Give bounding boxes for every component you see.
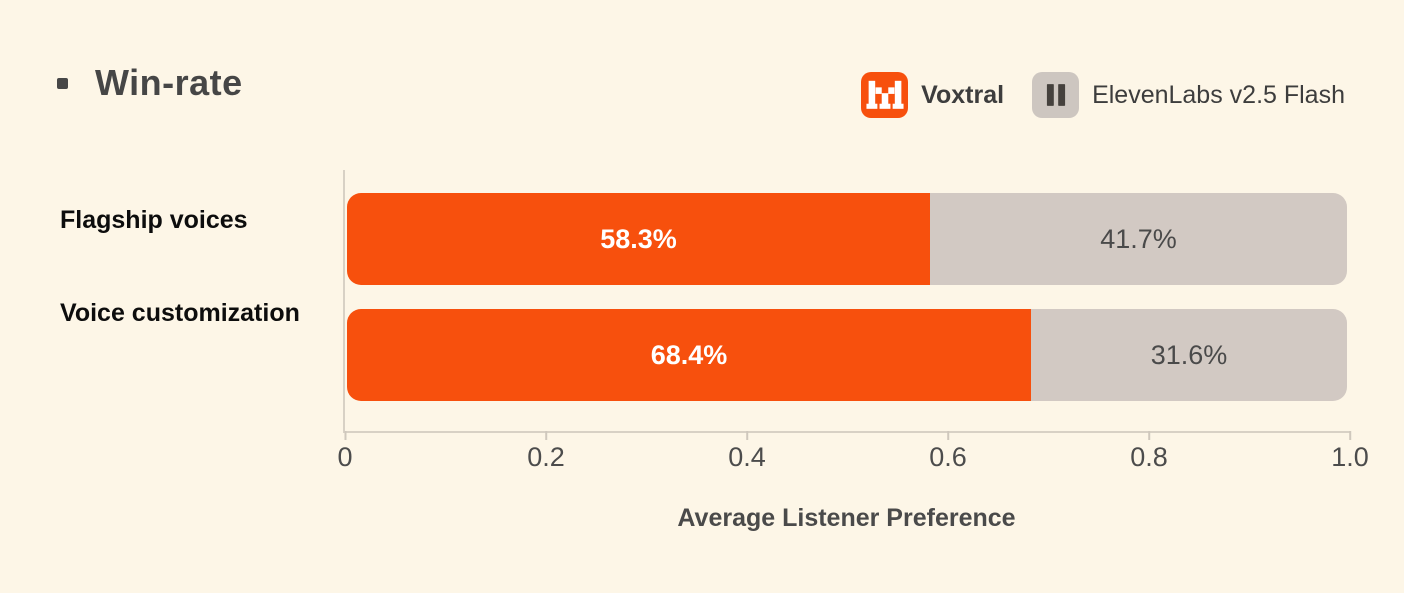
legend-item-elevenlabs: ElevenLabs v2.5 Flash <box>1032 72 1345 118</box>
x-tick-1.0: 1.0 <box>1331 431 1369 471</box>
bar-voice-customization: 68.4% 31.6% <box>347 309 1347 401</box>
tick-label: 0.4 <box>728 442 766 472</box>
bar-segment-voxtral: 68.4% <box>347 309 1031 401</box>
x-tick-0.6: 0.6 <box>929 431 967 471</box>
x-tick-0: 0 <box>337 431 353 472</box>
value-label-voxtral: 68.4% <box>650 339 728 370</box>
tick-label: 0 <box>337 442 353 472</box>
bar-segment-voxtral: 58.3% <box>347 193 930 285</box>
chart-legend: Voxtral ElevenLabs v2.5 Flash <box>861 72 1345 118</box>
tick-label: 0.2 <box>527 442 565 472</box>
value-label-elevenlabs: 41.7% <box>1100 223 1177 254</box>
tick-mark <box>1147 431 1150 440</box>
figure-header: Win-rate <box>57 62 243 104</box>
value-label-voxtral: 58.3% <box>600 223 677 254</box>
elevenlabs-logo-icon <box>1032 72 1080 118</box>
legend-label-voxtral: Voxtral <box>921 80 1005 109</box>
x-tick-0.2: 0.2 <box>527 431 565 471</box>
bar-segment-elevenlabs: 41.7% <box>930 193 1347 285</box>
tick-mark <box>544 431 547 440</box>
mistral-logo-icon <box>861 72 909 118</box>
bar-flagship-voices: 58.3% 41.7% <box>347 193 1347 285</box>
category-label-voice-customization: Voice customization <box>60 299 300 327</box>
value-label-elevenlabs: 31.6% <box>1150 339 1228 370</box>
x-tick-0.4: 0.4 <box>728 431 766 471</box>
tick-label: 0.6 <box>929 442 967 472</box>
x-tick-0.8: 0.8 <box>1130 431 1168 471</box>
tick-mark <box>946 431 949 440</box>
tick-label: 1.0 <box>1331 442 1369 472</box>
x-axis-title: Average Listener Preference <box>677 504 1016 532</box>
category-label-flagship-voices: Flagship voices <box>60 206 248 234</box>
tick-mark <box>745 431 748 440</box>
tick-mark <box>344 431 346 440</box>
legend-item-voxtral: Voxtral <box>861 72 1004 118</box>
plot-area: 58.3% 41.7% 68.4% 31.6% 0 0.2 0.4 <box>337 170 1369 471</box>
title-bullet-icon <box>57 77 68 89</box>
bar-segment-elevenlabs: 31.6% <box>1031 309 1347 401</box>
tick-mark <box>1348 431 1351 440</box>
legend-label-elevenlabs: ElevenLabs v2.5 Flash <box>1092 80 1345 109</box>
tick-label: 0.8 <box>1130 442 1168 472</box>
page-title: Win-rate <box>95 62 243 103</box>
